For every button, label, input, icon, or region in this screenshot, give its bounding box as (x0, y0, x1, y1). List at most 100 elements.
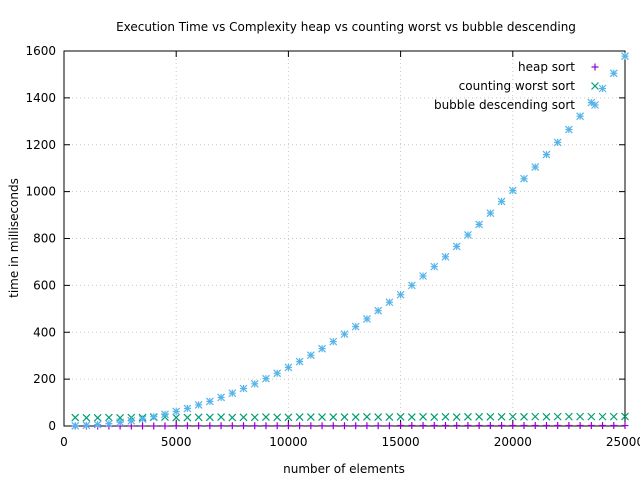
data-point-cross (396, 412, 405, 421)
data-point-plus (284, 422, 292, 430)
data-point-star (609, 69, 618, 78)
data-point-plus (520, 422, 528, 430)
data-point-plus (453, 422, 461, 430)
data-point-star (239, 384, 248, 393)
data-point-star (553, 138, 562, 147)
data-point-cross (71, 413, 80, 422)
data-point-cross (542, 412, 551, 421)
data-point-plus (610, 422, 618, 430)
data-point-plus (397, 422, 405, 430)
data-point-star (284, 363, 293, 372)
data-point-cross (351, 413, 360, 422)
data-point-star (138, 415, 147, 423)
data-point-star (542, 150, 551, 159)
data-point-cross (609, 412, 618, 421)
x-tick-label: 5000 (161, 435, 192, 449)
data-point-cross (598, 412, 607, 421)
data-point-cross (621, 412, 629, 421)
data-point-cross (273, 413, 282, 422)
data-point-cross (385, 413, 394, 422)
data-point-cross (452, 413, 461, 422)
data-point-cross (475, 412, 484, 421)
data-point-cross (463, 412, 472, 421)
data-point-star (82, 421, 91, 430)
data-point-cross (441, 412, 450, 421)
data-point-plus (475, 422, 483, 430)
data-point-cross (564, 412, 573, 421)
data-point-star (250, 379, 259, 388)
x-tick-label: 10000 (269, 435, 307, 449)
data-point-cross (228, 413, 237, 422)
y-tick-label: 400 (33, 325, 56, 339)
data-point-plus (565, 422, 573, 430)
data-point-cross (183, 413, 192, 422)
data-point-cross (318, 413, 326, 422)
data-point-plus (599, 422, 607, 430)
data-point-cross (508, 412, 517, 421)
legend-marker-star (591, 101, 599, 109)
data-point-cross (295, 413, 304, 422)
data-point-cross (262, 413, 270, 422)
data-point-plus (161, 422, 169, 430)
legend-marker-cross (591, 82, 599, 90)
data-point-star (531, 163, 540, 171)
data-point-plus (430, 422, 438, 430)
chart-title: Execution Time vs Complexity heap vs cou… (116, 20, 576, 34)
data-point-star (127, 416, 136, 425)
data-point-star (564, 125, 573, 134)
data-point-plus (621, 422, 629, 430)
y-tick-label: 600 (33, 278, 56, 292)
data-point-plus (217, 422, 225, 430)
data-point-star (407, 281, 416, 290)
data-point-plus (240, 422, 248, 430)
data-point-cross (430, 413, 439, 422)
data-point-plus (329, 422, 337, 430)
data-point-plus (441, 422, 449, 430)
data-point-star (104, 419, 113, 428)
y-tick-label: 200 (33, 372, 56, 386)
data-point-star (430, 262, 439, 271)
data-point-star (71, 421, 80, 430)
data-point-plus (206, 422, 214, 430)
data-point-star (520, 174, 528, 183)
x-tick-label: 0 (60, 435, 68, 449)
data-point-cross (93, 413, 102, 422)
data-point-star (441, 252, 450, 261)
data-point-star (351, 322, 360, 331)
data-point-cross (363, 412, 371, 421)
data-point-star (172, 407, 181, 416)
data-point-plus (172, 422, 180, 430)
data-point-cross (486, 412, 495, 421)
data-point-star (116, 418, 125, 427)
data-point-cross (520, 412, 528, 421)
y-tick-label: 800 (33, 232, 56, 246)
data-point-cross (497, 412, 506, 421)
x-axis-label: number of elements (283, 462, 405, 476)
data-point-cross (306, 413, 315, 422)
data-point-star (93, 420, 102, 429)
data-point-star (205, 397, 214, 406)
legend-label: heap sort (518, 60, 575, 74)
data-point-plus (408, 422, 416, 430)
data-point-plus (262, 422, 270, 430)
data-point-plus (419, 422, 427, 430)
data-point-plus (576, 422, 584, 430)
data-point-star (340, 330, 349, 339)
data-point-cross (239, 413, 248, 422)
data-point-cross (250, 413, 259, 422)
data-point-cross (284, 413, 293, 422)
data-point-star (576, 112, 585, 121)
y-tick-label: 0 (48, 419, 56, 433)
data-point-plus (318, 422, 326, 430)
data-point-plus (486, 422, 494, 430)
data-point-plus (385, 422, 393, 430)
data-point-plus (509, 422, 517, 430)
data-point-cross (205, 413, 214, 422)
data-point-star (161, 410, 169, 419)
data-point-cross (217, 413, 226, 422)
data-point-star (194, 400, 203, 409)
data-point-cross (419, 412, 427, 421)
y-tick-label: 1200 (25, 138, 56, 152)
